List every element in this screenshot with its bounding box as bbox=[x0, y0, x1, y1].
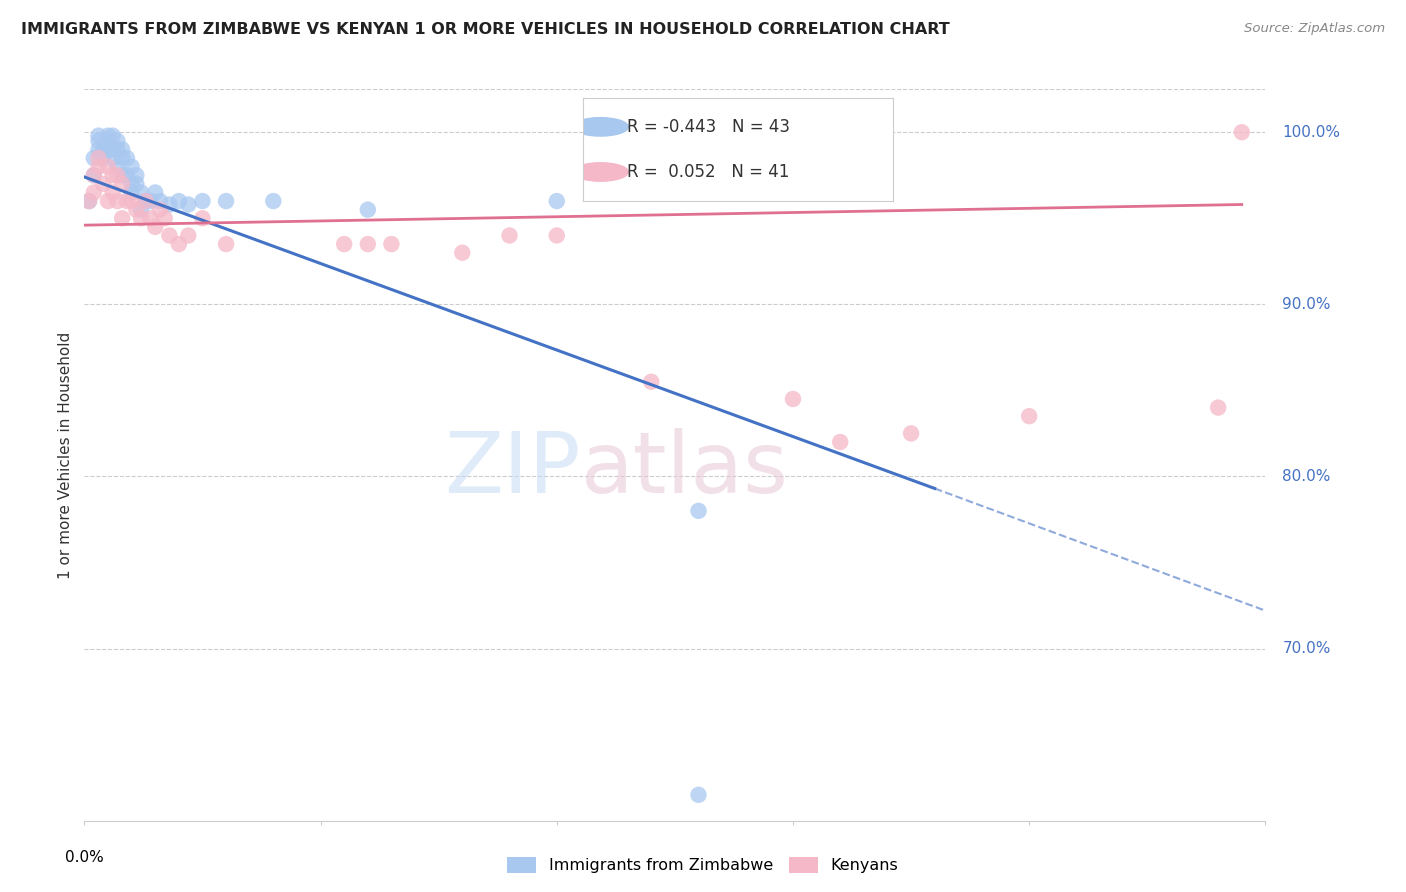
Point bbox=[115, 151, 138, 165]
Point bbox=[97, 128, 120, 143]
Point bbox=[121, 177, 143, 191]
Point bbox=[121, 160, 143, 174]
Point bbox=[157, 228, 180, 243]
Point bbox=[177, 197, 200, 211]
Point bbox=[139, 194, 162, 208]
Point bbox=[107, 160, 129, 174]
Point bbox=[83, 168, 105, 182]
Point bbox=[143, 186, 166, 200]
Point bbox=[129, 186, 152, 200]
Point bbox=[135, 194, 157, 208]
Point bbox=[111, 143, 134, 157]
Point bbox=[1230, 125, 1253, 139]
Point bbox=[101, 143, 124, 157]
Point bbox=[101, 128, 124, 143]
Point bbox=[688, 504, 710, 518]
Point bbox=[125, 168, 148, 182]
Point bbox=[688, 788, 710, 802]
Circle shape bbox=[572, 162, 628, 181]
Point bbox=[121, 186, 143, 200]
Legend: Immigrants from Zimbabwe, Kenyans: Immigrants from Zimbabwe, Kenyans bbox=[501, 850, 905, 880]
Point bbox=[900, 426, 922, 441]
Point bbox=[177, 228, 200, 243]
Text: 0.0%: 0.0% bbox=[65, 850, 104, 865]
Text: R = -0.443   N = 43: R = -0.443 N = 43 bbox=[627, 118, 790, 136]
Point bbox=[191, 194, 214, 208]
Point bbox=[97, 194, 120, 208]
Point bbox=[83, 168, 105, 182]
Point bbox=[139, 211, 162, 226]
Point bbox=[111, 211, 134, 226]
Point bbox=[87, 151, 110, 165]
Point bbox=[107, 194, 129, 208]
Point bbox=[83, 151, 105, 165]
Text: 90.0%: 90.0% bbox=[1282, 297, 1330, 312]
Text: R =  0.052   N = 41: R = 0.052 N = 41 bbox=[627, 163, 789, 181]
Point bbox=[1018, 409, 1040, 424]
Point bbox=[107, 143, 129, 157]
Point bbox=[83, 186, 105, 200]
Point bbox=[149, 194, 172, 208]
Point bbox=[97, 134, 120, 148]
Point bbox=[125, 202, 148, 217]
Point bbox=[262, 194, 284, 208]
Point bbox=[101, 168, 124, 182]
Point bbox=[87, 160, 110, 174]
Point bbox=[157, 197, 180, 211]
Point bbox=[77, 194, 100, 208]
Y-axis label: 1 or more Vehicles in Household: 1 or more Vehicles in Household bbox=[58, 331, 73, 579]
Point bbox=[782, 392, 804, 406]
Point bbox=[129, 202, 152, 217]
Point bbox=[357, 237, 380, 252]
Point bbox=[451, 245, 474, 260]
Circle shape bbox=[572, 118, 628, 136]
Point bbox=[125, 177, 148, 191]
Point bbox=[333, 237, 356, 252]
Point bbox=[215, 237, 238, 252]
Point bbox=[107, 168, 129, 182]
Point bbox=[101, 151, 124, 165]
Point bbox=[357, 202, 380, 217]
Point bbox=[191, 211, 214, 226]
Point bbox=[167, 237, 190, 252]
Point bbox=[143, 219, 166, 234]
Point bbox=[380, 237, 402, 252]
Point bbox=[91, 177, 114, 191]
Text: 70.0%: 70.0% bbox=[1282, 641, 1330, 656]
Point bbox=[498, 228, 520, 243]
Point bbox=[111, 177, 134, 191]
Point bbox=[546, 194, 568, 208]
Point bbox=[546, 228, 568, 243]
Point bbox=[97, 143, 120, 157]
Point bbox=[135, 194, 157, 208]
Text: 100.0%: 100.0% bbox=[1282, 125, 1340, 140]
Point bbox=[830, 435, 852, 450]
Point bbox=[101, 186, 124, 200]
Point bbox=[111, 151, 134, 165]
Point bbox=[97, 160, 120, 174]
Point bbox=[129, 211, 152, 226]
Point bbox=[115, 168, 138, 182]
Point bbox=[149, 202, 172, 217]
Text: atlas: atlas bbox=[581, 428, 789, 511]
Point bbox=[77, 194, 100, 208]
Text: Source: ZipAtlas.com: Source: ZipAtlas.com bbox=[1244, 22, 1385, 36]
Point bbox=[153, 211, 176, 226]
Point bbox=[107, 134, 129, 148]
Point bbox=[91, 151, 114, 165]
Point bbox=[115, 194, 138, 208]
Text: 80.0%: 80.0% bbox=[1282, 469, 1330, 484]
Text: ZIP: ZIP bbox=[444, 428, 581, 511]
Point bbox=[111, 168, 134, 182]
Point bbox=[87, 143, 110, 157]
Text: IMMIGRANTS FROM ZIMBABWE VS KENYAN 1 OR MORE VEHICLES IN HOUSEHOLD CORRELATION C: IMMIGRANTS FROM ZIMBABWE VS KENYAN 1 OR … bbox=[21, 22, 950, 37]
Point bbox=[121, 194, 143, 208]
Point bbox=[167, 194, 190, 208]
Point bbox=[640, 375, 662, 389]
Point bbox=[91, 143, 114, 157]
Point bbox=[1206, 401, 1229, 415]
Point bbox=[87, 128, 110, 143]
Point bbox=[215, 194, 238, 208]
Point bbox=[87, 134, 110, 148]
